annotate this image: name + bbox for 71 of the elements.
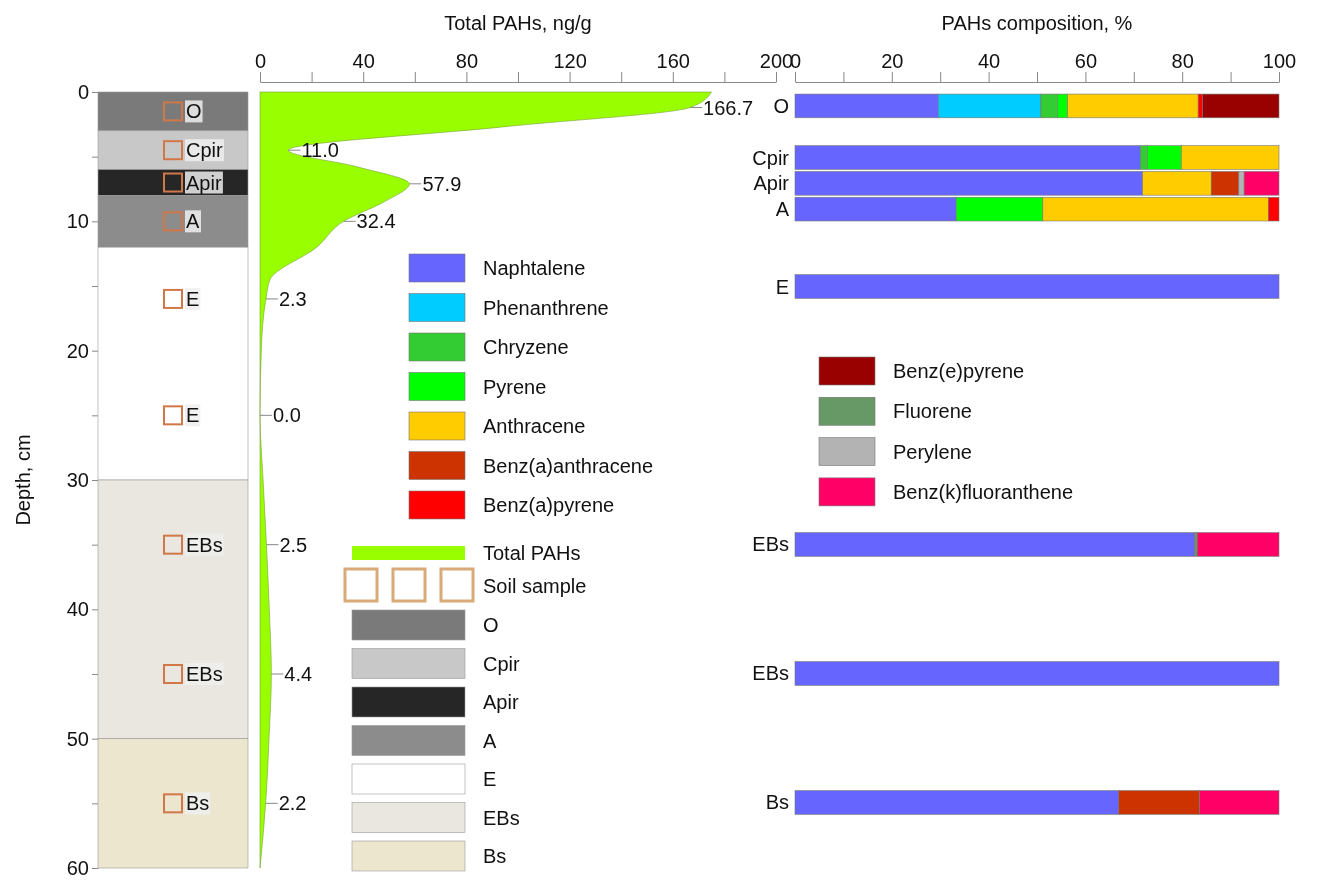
- data-label: 2.5: [279, 533, 308, 556]
- annotation: Soil sample: [483, 575, 587, 597]
- annotation: EBs: [186, 533, 223, 556]
- x-tick-label: 80: [455, 50, 479, 72]
- annotation: O: [186, 100, 202, 123]
- x-axis-title: Total PAHs, ng/g: [444, 12, 592, 34]
- x-tick-label: 0: [254, 50, 267, 72]
- bar: [794, 661, 1280, 686]
- y-tick-label: 30: [66, 468, 89, 491]
- legend-label: Pyrene: [483, 375, 547, 398]
- x-tick-label: 20: [881, 50, 904, 72]
- x-axis-title: PAHs composition, %: [941, 12, 1133, 34]
- legend-label: Phenanthrene: [483, 296, 609, 319]
- x-tick-label: 160: [656, 50, 690, 72]
- y-tick-label: 10: [66, 210, 89, 233]
- category-label: Bs: [765, 791, 789, 814]
- x-tick-label: 120: [553, 50, 587, 72]
- category-label: EBs: [752, 533, 789, 556]
- legend-label: Naphtalene: [483, 257, 586, 279]
- x-tick-label: 100: [1262, 50, 1297, 72]
- data-label: 4.4: [284, 663, 313, 685]
- text: Total PAHs: [483, 542, 581, 564]
- annotation: Bs: [186, 792, 210, 815]
- x-tick-label: 80: [1171, 50, 1194, 72]
- x-tick-label: 40: [977, 50, 1001, 72]
- legend-label: Perylene: [893, 440, 972, 463]
- legend-label: Anthracene: [483, 415, 586, 437]
- category-label: E: [775, 275, 789, 298]
- bar: [1196, 532, 1280, 557]
- legend-label: Benz(k)fluoranthene: [893, 480, 1074, 503]
- y-tick-label: 20: [66, 339, 89, 362]
- text: E: [483, 768, 497, 790]
- x-tick-label: 60: [1074, 50, 1098, 72]
- y-tick-label: 0: [77, 80, 89, 103]
- x-tick-label: 40: [352, 50, 375, 72]
- category-label: Apir: [753, 172, 789, 195]
- annotation: A: [186, 210, 200, 233]
- text: O: [483, 614, 499, 636]
- legend-label: Benz(a)anthracene: [483, 454, 654, 477]
- data-label: 0.0: [273, 404, 301, 427]
- text: Apir: [483, 691, 519, 713]
- y-tick-label: 40: [66, 598, 89, 621]
- text: EBs: [483, 806, 520, 829]
- legend-label: Benz(e)pyrene: [893, 360, 1025, 382]
- data-label: 2.2: [278, 792, 307, 815]
- annotation: EBs: [186, 663, 223, 685]
- text: A: [483, 729, 497, 752]
- text: Cpir: [483, 652, 521, 675]
- legend-label: Chryzene: [483, 336, 569, 358]
- legend-label: Benz(a)pyrene: [483, 494, 615, 516]
- y-axis-title: Depth, cm: [12, 434, 34, 526]
- data-label: 11.0: [301, 139, 339, 162]
- annotation: E: [186, 287, 200, 310]
- category-label: EBs: [752, 662, 789, 685]
- bar: [1202, 93, 1280, 119]
- data-label: 2.3: [278, 287, 307, 310]
- data-label: 166.7: [703, 96, 754, 119]
- y-tick-label: 50: [66, 727, 89, 750]
- category-label: A: [775, 198, 789, 221]
- data-label: 32.4: [356, 210, 396, 233]
- y-tick-label: 60: [66, 856, 89, 879]
- category-label: Cpir: [752, 146, 789, 169]
- annotation: Cpir: [186, 139, 224, 162]
- category-label: O: [773, 94, 789, 117]
- annotation: E: [186, 404, 200, 427]
- text: Bs: [483, 845, 507, 867]
- legend-label: Fluorene: [893, 400, 972, 423]
- bar: [794, 532, 1196, 557]
- bar: [794, 274, 1280, 299]
- data-label: 57.9: [422, 172, 462, 195]
- annotation: Apir: [186, 171, 222, 194]
